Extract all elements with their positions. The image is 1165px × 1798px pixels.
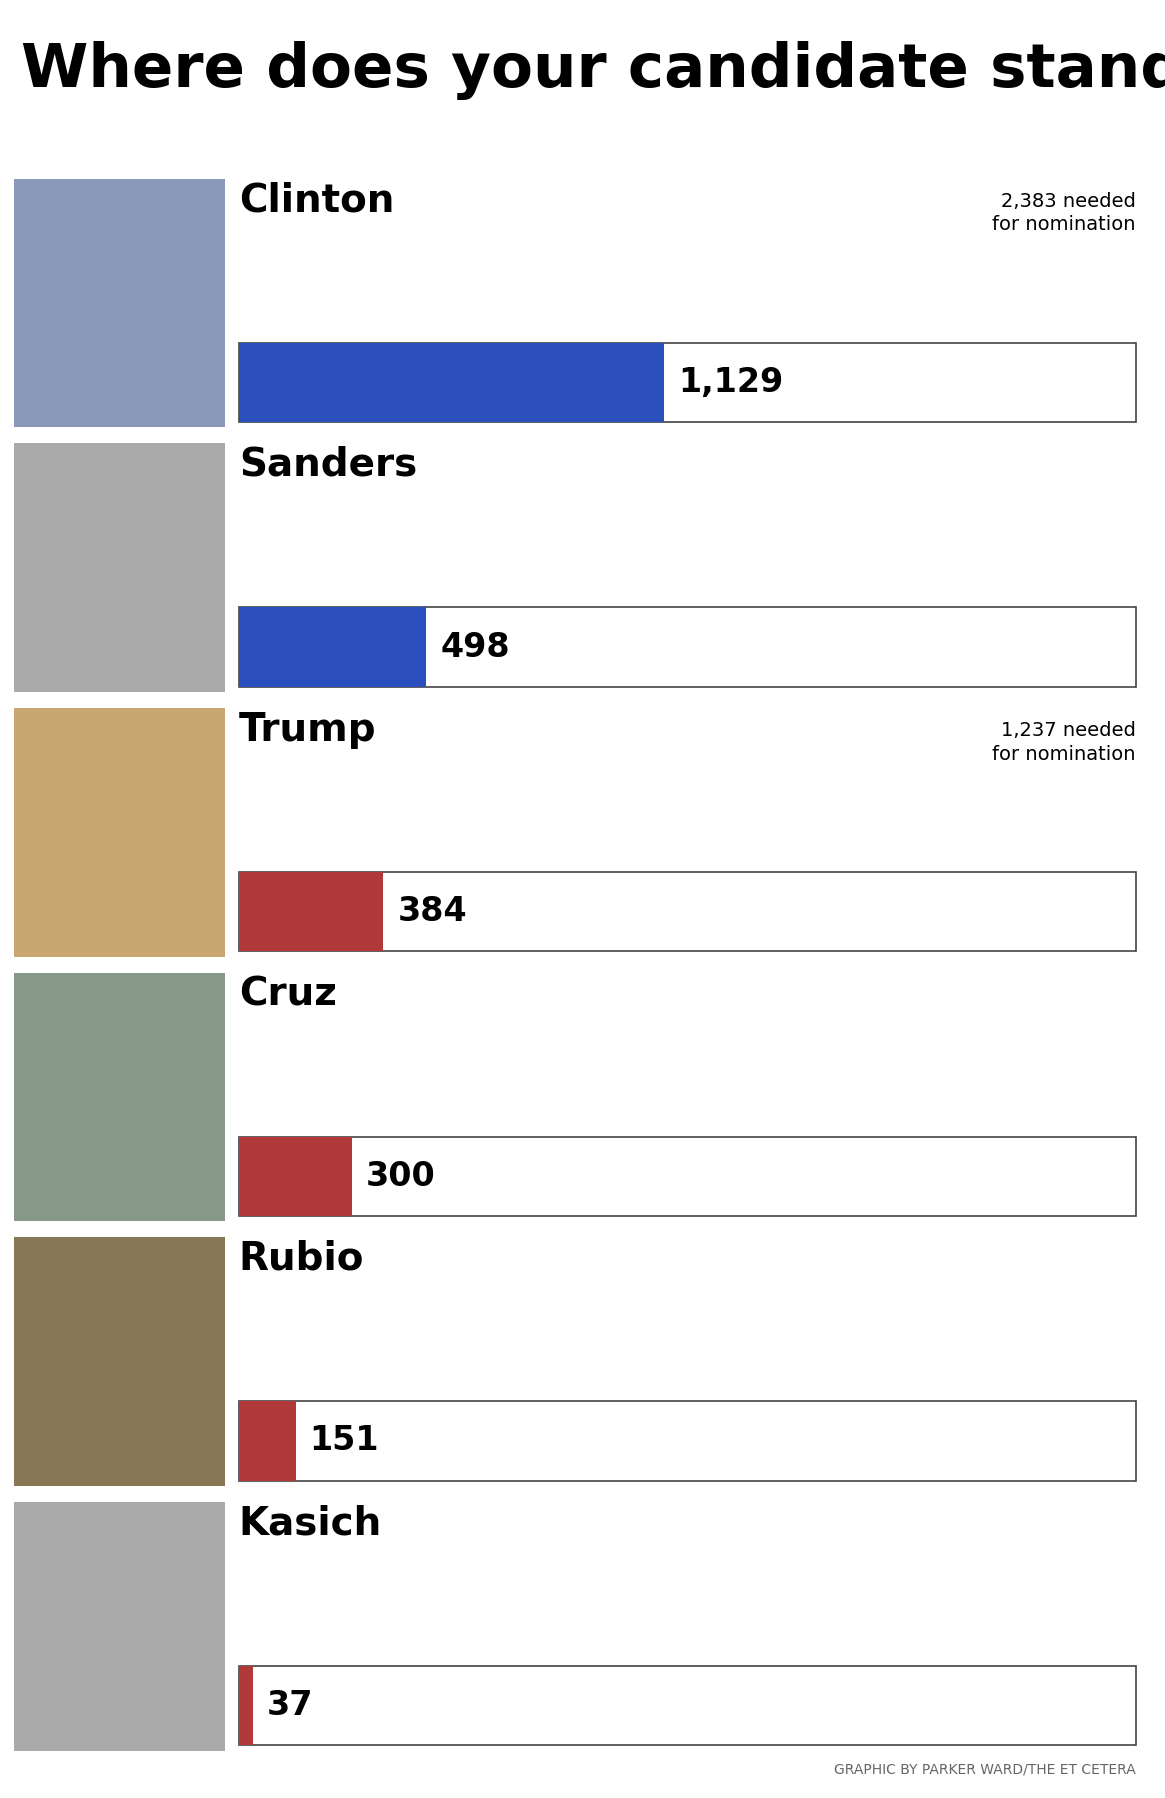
Bar (239, 1401, 1136, 1480)
Bar (14, 973, 225, 1221)
Bar (14, 444, 225, 692)
Text: Rubio: Rubio (239, 1241, 365, 1278)
Text: 300: 300 (366, 1160, 436, 1192)
Text: Cruz: Cruz (239, 975, 337, 1014)
Bar (239, 1401, 296, 1480)
Text: GRAPHIC BY PARKER WARD/THE ET CETERA: GRAPHIC BY PARKER WARD/THE ET CETERA (834, 1762, 1136, 1776)
Text: 1,237 needed
for nomination: 1,237 needed for nomination (993, 721, 1136, 764)
Bar (239, 872, 1136, 951)
Bar (239, 608, 426, 687)
Text: Sanders: Sanders (239, 446, 417, 484)
Bar (239, 343, 1136, 423)
Bar (14, 1501, 225, 1751)
Bar (239, 608, 1136, 687)
Text: Where does your candidate stand?: Where does your candidate stand? (21, 41, 1165, 101)
Bar (239, 872, 383, 951)
Bar (239, 1136, 352, 1215)
Text: 37: 37 (267, 1688, 313, 1722)
Bar (14, 1237, 225, 1485)
Text: 151: 151 (310, 1424, 379, 1458)
Bar (239, 343, 664, 423)
Text: 2,383 needed
for nomination: 2,383 needed for nomination (993, 192, 1136, 234)
Text: 498: 498 (440, 631, 510, 663)
Bar (14, 708, 225, 957)
Text: Kasich: Kasich (239, 1505, 382, 1543)
Bar (239, 1665, 253, 1746)
Bar (239, 1665, 1136, 1746)
Text: Trump: Trump (239, 710, 376, 748)
Text: 1,129: 1,129 (678, 367, 783, 399)
Text: Clinton: Clinton (239, 182, 394, 219)
Text: 384: 384 (397, 895, 467, 928)
Bar (239, 1136, 1136, 1215)
Bar (14, 178, 225, 428)
